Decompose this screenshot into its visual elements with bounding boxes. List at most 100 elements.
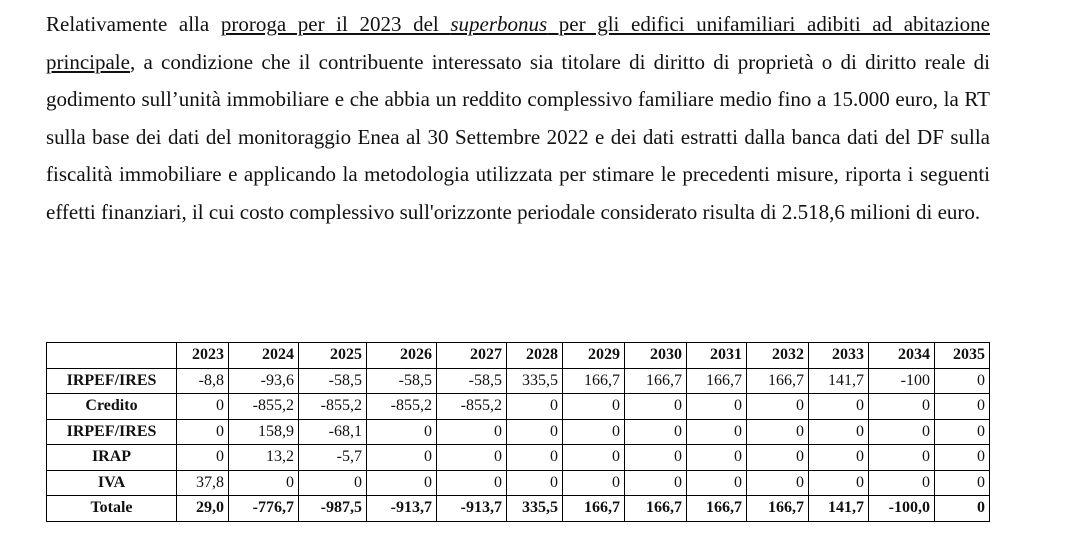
- table-cell: -855,2: [436, 393, 507, 420]
- table-cell: 0: [436, 444, 507, 471]
- table-cell: 0: [562, 469, 625, 496]
- row-label: IRPEF/IRES: [46, 418, 177, 445]
- table-row: IRAP 0 13,2 -5,7 0 0 0 0 0 0 0 0 0 0: [46, 444, 990, 471]
- table-cell: 0: [366, 444, 437, 471]
- table-cell: 166,7: [746, 495, 809, 522]
- table-cell: -58,5: [436, 367, 507, 394]
- header-cell: 2023: [176, 342, 229, 369]
- table-cell: 0: [228, 469, 299, 496]
- row-label: IVA: [46, 469, 177, 496]
- table-cell: 0: [934, 367, 990, 394]
- table-cell: 141,7: [808, 495, 869, 522]
- table-cell: -8,8: [176, 367, 229, 394]
- table-cell: -5,7: [298, 444, 367, 471]
- header-cell: 2035: [934, 342, 990, 369]
- table-cell: 0: [562, 393, 625, 420]
- table-cell: 166,7: [562, 495, 625, 522]
- table-cell: 0: [176, 444, 229, 471]
- table-cell: 0: [868, 469, 935, 496]
- underlined-text: proroga per il 2023 del: [220, 12, 451, 36]
- table-cell: 0: [868, 444, 935, 471]
- header-cell: 2030: [624, 342, 687, 369]
- header-cell: 2027: [436, 342, 507, 369]
- table-cell: -776,7: [228, 495, 299, 522]
- row-label: IRPEF/IRES: [46, 367, 177, 394]
- table-cell: -855,2: [298, 393, 367, 420]
- table-body: IRPEF/IRES -8,8 -93,6 -58,5 -58,5 -58,5 335,5 1…: [46, 367, 990, 522]
- paragraph: Relativamente alla proroga per il 2023 d…: [46, 6, 990, 232]
- table-cell: 0: [808, 469, 869, 496]
- table-cell: 0: [934, 444, 990, 471]
- table-cell: 0: [746, 444, 809, 471]
- table-cell: -58,5: [366, 367, 437, 394]
- table-cell: 0: [934, 495, 990, 522]
- table-cell: 0: [686, 418, 747, 445]
- table-cell: 0: [868, 418, 935, 445]
- table-cell: 166,7: [686, 367, 747, 394]
- table-cell: 0: [506, 444, 563, 471]
- table-cell: 37,8: [176, 469, 229, 496]
- table-cell: 0: [366, 469, 437, 496]
- header-cell: 2028: [506, 342, 563, 369]
- table-cell: -913,7: [366, 495, 437, 522]
- table-cell: -855,2: [228, 393, 299, 420]
- table-cell: 166,7: [562, 367, 625, 394]
- table-cell: 0: [624, 469, 687, 496]
- header-cell: 2029: [562, 342, 625, 369]
- table-cell: 0: [624, 418, 687, 445]
- table-cell: -68,1: [298, 418, 367, 445]
- table-row: Totale 29,0 -776,7 -987,5 -913,7 -913,7 335,5 1…: [46, 495, 990, 522]
- table-cell: 0: [934, 393, 990, 420]
- table-cell: -913,7: [436, 495, 507, 522]
- table-cell: 0: [934, 418, 990, 445]
- table-row: Credito 0 -855,2 -855,2 -855,2 -855,2 0 0 0 0 0 0 0 0: [46, 393, 990, 420]
- table-cell: 0: [506, 469, 563, 496]
- table-row: IVA 37,8 0 0 0 0 0 0 0 0 0 0 0 0: [46, 469, 990, 496]
- table-cell: 0: [436, 418, 507, 445]
- table-cell: -855,2: [366, 393, 437, 420]
- header-cell: 2031: [686, 342, 747, 369]
- table-cell: -93,6: [228, 367, 299, 394]
- text: Relativamente alla: [46, 12, 221, 36]
- header-cell: 2026: [366, 342, 437, 369]
- table-cell: -58,5: [298, 367, 367, 394]
- table-cell: 166,7: [624, 367, 687, 394]
- text: , a condizione che il contribuente inter…: [46, 49, 990, 224]
- table-cell: 166,7: [624, 495, 687, 522]
- table-cell: 0: [624, 393, 687, 420]
- row-label: Totale: [46, 495, 177, 522]
- table-cell: 0: [746, 418, 809, 445]
- table-cell: 166,7: [746, 367, 809, 394]
- table-cell: 0: [366, 418, 437, 445]
- table: 2023 2024 2025 2026 2027 2028 2029 2030 2031 2032…: [46, 342, 990, 522]
- header-row: 2023 2024 2025 2026 2027 2028 2029 2030 2031 2032…: [46, 342, 990, 369]
- table-cell: 0: [506, 418, 563, 445]
- table-cell: 166,7: [686, 495, 747, 522]
- table-cell: 0: [746, 469, 809, 496]
- table-cell: 0: [686, 393, 747, 420]
- row-label: Credito: [46, 393, 177, 420]
- row-label: IRAP: [46, 444, 177, 471]
- table-cell: 13,2: [228, 444, 299, 471]
- table-cell: 0: [562, 444, 625, 471]
- table-cell: 141,7: [808, 367, 869, 394]
- corner-cell: [46, 342, 177, 369]
- table-cell: -100: [868, 367, 935, 394]
- italic-text: superbonus: [450, 12, 548, 36]
- table-cell: 0: [686, 469, 747, 496]
- table-cell: 0: [562, 418, 625, 445]
- underlined-text: superbonus: [450, 12, 547, 36]
- table-cell: -987,5: [298, 495, 367, 522]
- table-cell: 29,0: [176, 495, 229, 522]
- table-cell: 335,5: [506, 495, 563, 522]
- header-cell: 2032: [746, 342, 809, 369]
- table-cell: 0: [176, 418, 229, 445]
- table-row: IRPEF/IRES -8,8 -93,6 -58,5 -58,5 -58,5 335,5 1…: [46, 367, 990, 394]
- table-cell: 0: [624, 444, 687, 471]
- header-cell: 2024: [228, 342, 299, 369]
- table-cell: 0: [808, 418, 869, 445]
- table-cell: 0: [808, 444, 869, 471]
- table-cell: 0: [298, 469, 367, 496]
- table-cell: 158,9: [228, 418, 299, 445]
